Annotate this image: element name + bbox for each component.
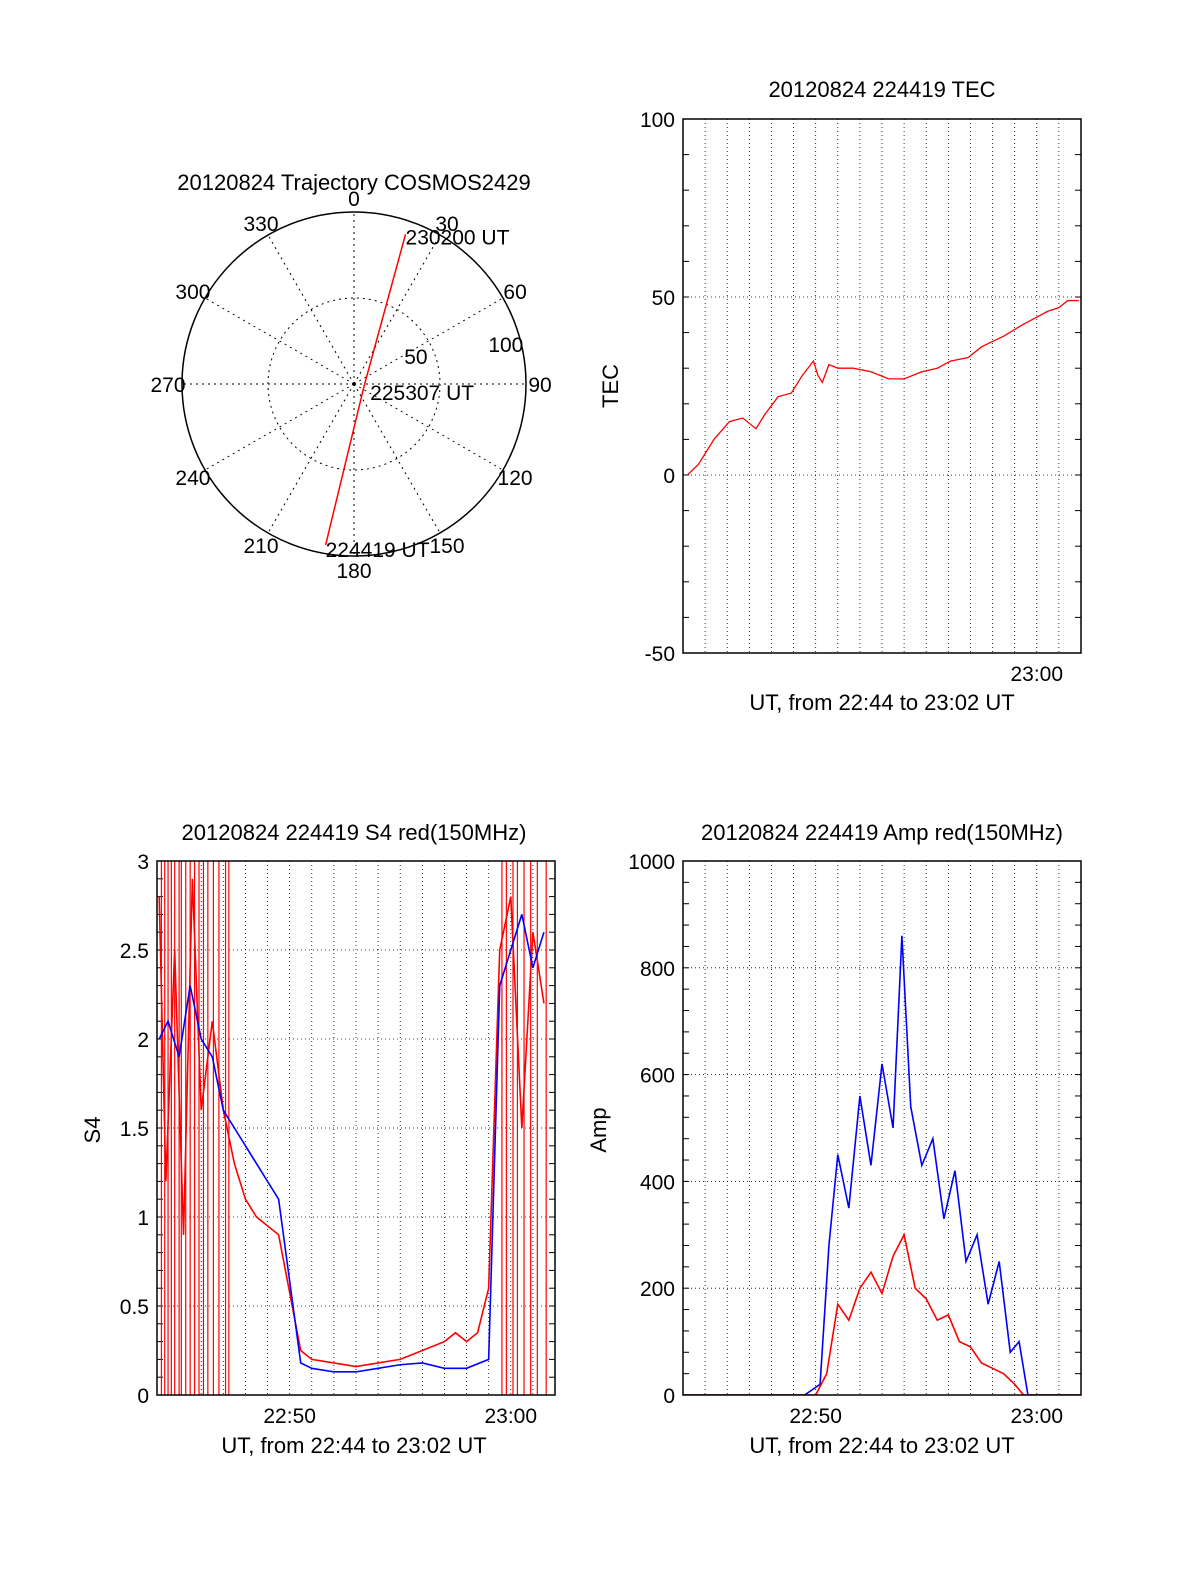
polar-spoke <box>204 383 355 471</box>
polar-angle-label: 120 <box>498 467 533 490</box>
y-tick-label: 2 <box>137 1029 149 1052</box>
x-tick-label: 23:00 <box>1010 1405 1063 1428</box>
polar-angle-label: 210 <box>243 535 278 558</box>
series-line-blue <box>683 935 1081 1395</box>
trajectory-time-label: 230200 UT <box>406 226 510 249</box>
s4-y-axis-label: S4 <box>80 1117 105 1144</box>
s4-x-axis-label: UT, from 22:44 to 23:02 UT <box>221 1433 486 1458</box>
polar-angle-label: 30 <box>435 213 458 236</box>
x-tick-label: 22:50 <box>789 1405 842 1428</box>
amp-panel: 20120824 224419 Amp red(150MHz) UT, from… <box>586 820 1082 1458</box>
polar-angle-label: 90 <box>528 374 551 397</box>
polar-angle-labels: 0 30 60 90 120 150 180 210 240 270 300 330 50 100 <box>150 188 551 583</box>
data-layer <box>683 935 1081 1395</box>
trajectory-panel: 20120824 Trajectory COSMOS2429 0 30 60 90 12… <box>150 170 551 583</box>
polar-spoke <box>353 297 504 385</box>
y-tick-label: 50 <box>652 287 675 310</box>
y-tick-label: 400 <box>640 1171 675 1194</box>
x-tick-label: 23:00 <box>484 1405 537 1428</box>
s4-title: 20120824 224419 S4 red(150MHz) <box>182 820 527 845</box>
amp-y-axis-label: Amp <box>586 1107 611 1152</box>
polar-radial-label: 50 <box>404 346 427 369</box>
polar-spoke <box>353 383 441 534</box>
polar-angle-label: 0 <box>348 188 360 211</box>
data-layer <box>686 299 1079 476</box>
polar-spoke <box>353 234 441 385</box>
y-tick-label: 3 <box>137 851 149 874</box>
y-tick-label: 1.5 <box>120 1118 149 1141</box>
polar-angle-label: 180 <box>336 560 371 583</box>
plot-frame <box>156 860 556 1396</box>
trajectory-line <box>324 234 407 546</box>
data-layer <box>158 861 547 1395</box>
y-tick-label: 0 <box>137 1385 149 1408</box>
polar-radial-label: 100 <box>488 334 523 357</box>
y-tick-label: 0.5 <box>120 1296 149 1319</box>
amp-title: 20120824 224419 Amp red(150MHz) <box>701 820 1063 845</box>
y-tick-label: 1 <box>137 1207 149 1230</box>
y-tick-label: -50 <box>645 643 675 666</box>
polar-angle-label: 150 <box>429 535 464 558</box>
x-tick-label: 22:50 <box>263 1405 316 1428</box>
y-tick-label: 200 <box>640 1278 675 1301</box>
y-tick-label: 800 <box>640 958 675 981</box>
y-tick-label: 1000 <box>628 851 675 874</box>
series-line-red <box>683 1232 1081 1395</box>
tec-title: 20120824 224419 TEC <box>768 77 995 102</box>
series-line-red <box>158 878 545 1368</box>
polar-angle-label: 330 <box>243 213 278 236</box>
tec-panel: 20120824 224419 TEC UT, from 22:44 to 23… <box>598 77 1082 715</box>
y-tick-label: 100 <box>640 109 675 132</box>
x-tick-label: 23:00 <box>1010 663 1063 686</box>
y-tick-label: 0 <box>663 1385 675 1408</box>
trajectory-track: 224419 UT 225307 UT 230200 UT <box>324 226 510 562</box>
y-tick-label: 600 <box>640 1065 675 1088</box>
polar-angle-label: 300 <box>175 281 210 304</box>
tec-y-axis-label: TEC <box>598 364 623 408</box>
polar-spoke <box>267 234 355 385</box>
trajectory-title: 20120824 Trajectory COSMOS2429 <box>177 170 530 195</box>
polar-spoke <box>267 383 355 534</box>
polar-angle-label: 60 <box>503 281 526 304</box>
trajectory-time-label: 225307 UT <box>370 382 474 405</box>
amp-x-axis-label: UT, from 22:44 to 23:02 UT <box>749 1433 1014 1458</box>
y-tick-label: 2.5 <box>120 940 149 963</box>
polar-spoke <box>353 383 504 471</box>
polar-grid <box>181 211 527 557</box>
polar-angle-label: 270 <box>150 374 185 397</box>
polar-outer-circle <box>181 211 527 557</box>
polar-angle-label: 240 <box>175 467 210 490</box>
series-line-red <box>686 299 1079 476</box>
plot-frame <box>682 860 1082 1396</box>
s4-panel: 20120824 224419 S4 red(150MHz) UT, from … <box>80 820 556 1458</box>
y-tick-label: 0 <box>663 465 675 488</box>
polar-spoke <box>204 297 355 385</box>
plot-frame <box>682 118 1082 654</box>
tec-x-axis-label: UT, from 22:44 to 23:02 UT <box>749 690 1014 715</box>
series-line-blue <box>158 914 545 1373</box>
trajectory-time-label: 224419 UT <box>326 539 430 562</box>
